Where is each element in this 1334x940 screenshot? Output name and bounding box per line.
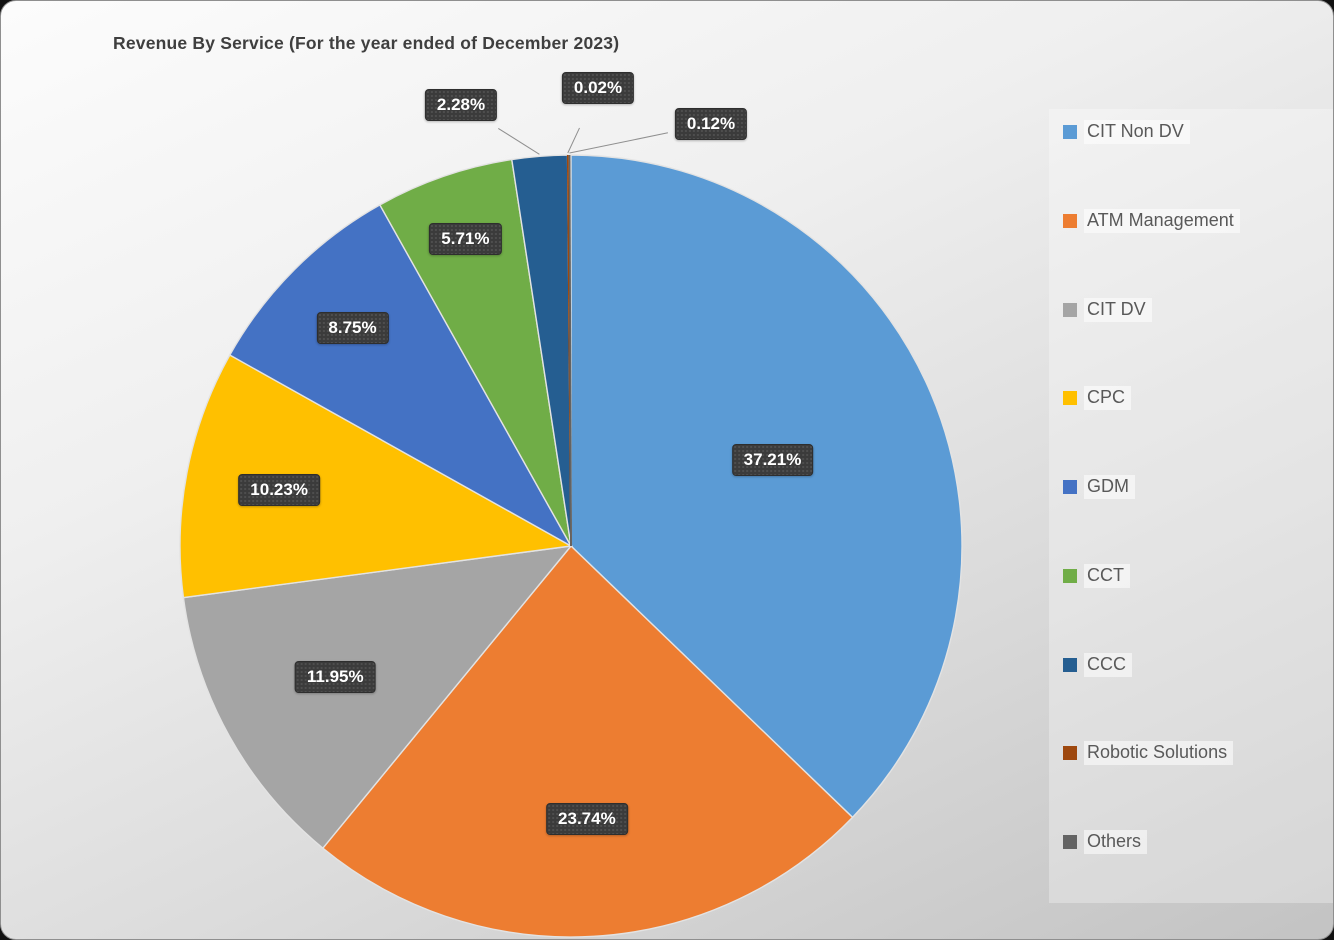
legend-label: CCC [1084,652,1132,677]
legend: CIT Non DV ATM Management CIT DV CPC GDM CCT C… [1049,109,1333,903]
pie-slice-others[interactable] [568,154,572,547]
legend-item-robotic-solutions[interactable]: Robotic Solutions [1063,739,1234,767]
legend-label: CIT DV [1084,297,1152,322]
pie-slice-cit-non-dv[interactable] [570,154,963,819]
legend-swatch [1063,125,1077,139]
pie-slice-cpc[interactable] [179,354,574,599]
legend-swatch [1063,657,1077,672]
legend-swatch [1063,568,1077,583]
legend-label: Robotic Solutions [1084,741,1234,766]
legend-label: Others [1084,830,1148,854]
leader-line-ccc [498,127,540,155]
legend-label: CCT [1084,563,1130,588]
pie-slice-gdm[interactable] [228,203,573,548]
legend-label: GDM [1084,475,1135,499]
legend-item-ccc[interactable]: CCC [1063,651,1132,679]
legend-item-cct[interactable]: CCT [1063,562,1130,590]
legend-item-atm-management[interactable]: ATM Management [1063,207,1240,235]
pie-slice-cit-dv[interactable] [182,545,573,850]
legend-swatch [1063,302,1077,317]
legend-item-cit-non-dv[interactable]: CIT Non DV [1063,118,1190,146]
legend-swatch [1063,391,1077,406]
pie-slice-cct[interactable] [378,158,572,547]
legend-item-others[interactable]: Others [1063,828,1148,856]
legend-label: CPC [1084,386,1132,411]
chart-title: Revenue By Service (For the year ended o… [113,33,620,53]
legend-swatch [1063,480,1077,494]
legend-label: CIT Non DV [1084,120,1190,144]
legend-item-gdm[interactable]: GDM [1063,473,1135,501]
legend-item-cpc[interactable]: CPC [1063,384,1132,412]
leader-line-others [569,132,669,154]
legend-item-cit-dv[interactable]: CIT DV [1063,296,1152,324]
legend-label: ATM Management [1084,208,1240,233]
legend-swatch [1063,835,1077,849]
leader-line-robotic-solutions [567,127,580,154]
pie-slice-atm-management[interactable] [321,544,854,938]
legend-swatch [1063,746,1077,761]
legend-swatch [1063,213,1077,228]
